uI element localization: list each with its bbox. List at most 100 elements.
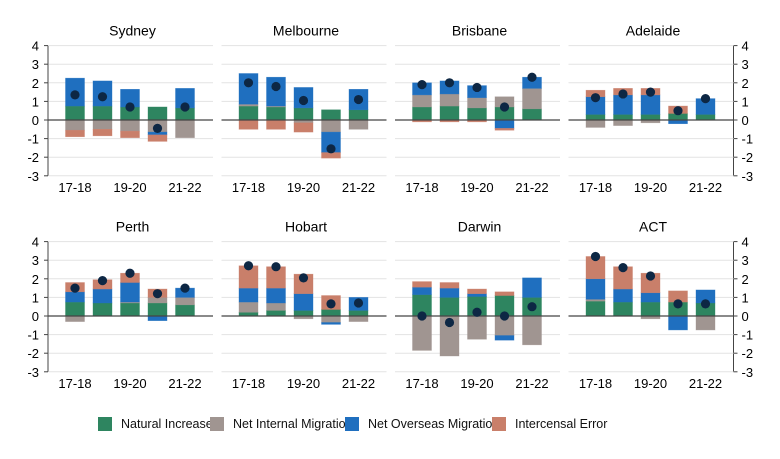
- y-tick-label: 4: [32, 235, 39, 250]
- bar-segment-overseas-18-19: [613, 288, 633, 303]
- bar-segment-overseas-18-19: [439, 287, 460, 298]
- bar-segment-error-18-19: [266, 119, 286, 130]
- bar-segment-internal-19-20: [467, 315, 487, 340]
- x-tick-label: 21-22: [689, 376, 722, 391]
- bar-segment-natural-17-18: [65, 301, 85, 317]
- bar-segment-natural-19-20: [120, 302, 140, 317]
- bar-segment-error-19-20: [120, 130, 140, 138]
- bar-segment-natural-21-22: [522, 108, 542, 121]
- y-tick-label: 1: [32, 290, 39, 305]
- x-tick-label: 21-22: [168, 376, 201, 391]
- total-dot-19-20: [645, 87, 656, 97]
- y-tick-label: 2: [742, 76, 749, 91]
- y-tick-label: 4: [742, 39, 749, 54]
- x-tick-label: 17-18: [58, 376, 91, 391]
- y-tick-label: -1: [27, 328, 39, 343]
- bar-segment-error-19-20: [293, 122, 314, 133]
- total-dot-17-18: [590, 251, 601, 262]
- total-dot-17-18: [243, 78, 254, 88]
- bar-segment-internal-21-22: [522, 88, 542, 110]
- bar-segment-natural-18-19: [439, 297, 460, 317]
- bar-segment-internal-17-18: [412, 94, 432, 108]
- total-dot-18-19: [97, 92, 108, 102]
- bar-segment-natural-17-18: [238, 105, 259, 121]
- total-dot-17-18: [590, 93, 601, 103]
- x-tick-label: 21-22: [168, 180, 201, 195]
- bar-segment-internal-18-19: [92, 119, 113, 130]
- x-tick-label: 17-18: [405, 180, 438, 195]
- total-dot-21-22: [527, 302, 537, 312]
- y-tick-label: 0: [32, 309, 39, 324]
- bar-segment-internal-21-22: [348, 315, 369, 322]
- total-dot-21-22: [353, 94, 364, 105]
- x-tick-label: 19-20: [634, 180, 667, 195]
- y-tick-label: 0: [32, 113, 39, 128]
- panel-title: Adelaide: [626, 23, 681, 39]
- y-tick-label: 1: [742, 94, 749, 109]
- bar-segment-natural-18-19: [92, 302, 113, 317]
- x-tick-label: 19-20: [113, 180, 146, 195]
- total-dot-19-20: [298, 95, 309, 106]
- bar-segment-overseas-19-20: [120, 282, 140, 303]
- legend-label: Intercensal Error: [515, 417, 608, 431]
- bar-segment-internal-21-22: [175, 119, 195, 138]
- total-dot-18-19: [97, 276, 108, 286]
- y-tick-label: 2: [32, 272, 39, 287]
- x-tick-label: 21-22: [515, 376, 548, 391]
- bar-segment-internal-20-21: [321, 119, 341, 133]
- bar-segment-natural-17-18: [412, 106, 432, 121]
- y-tick-label: 4: [742, 235, 749, 250]
- y-tick-label: 4: [32, 39, 39, 54]
- bar-segment-natural-18-19: [613, 301, 633, 317]
- bar-segment-overseas-19-20: [640, 292, 661, 303]
- legend-label: Natural Increase: [121, 417, 213, 431]
- bar-segment-internal-19-20: [120, 119, 140, 132]
- total-dot-17-18: [243, 261, 254, 271]
- x-tick-label: 19-20: [113, 376, 146, 391]
- bar-segment-internal-21-22: [522, 315, 542, 346]
- y-tick-label: 1: [742, 290, 749, 305]
- bar-segment-overseas-20-21: [494, 119, 515, 129]
- y-tick-label: 0: [742, 309, 749, 324]
- legend-label: Net Overseas Migration: [368, 417, 500, 431]
- bar-segment-natural-19-20: [467, 107, 487, 121]
- x-tick-label: 21-22: [689, 180, 722, 195]
- bar-segment-overseas-18-19: [92, 288, 113, 304]
- y-tick-label: 3: [742, 253, 749, 268]
- bar-segment-natural-20-21: [147, 106, 168, 121]
- y-tick-label: -1: [742, 328, 754, 343]
- y-tick-label: 2: [32, 76, 39, 91]
- bar-segment-overseas-20-21: [321, 322, 341, 325]
- y-tick-label: 2: [742, 272, 749, 287]
- bar-segment-overseas-20-21: [668, 315, 688, 331]
- total-dot-20-21: [326, 299, 336, 309]
- total-dot-19-20: [125, 268, 135, 278]
- bar-segment-overseas-17-18: [238, 287, 259, 303]
- bar-segment-overseas-20-21: [494, 335, 515, 341]
- total-dot-21-22: [180, 283, 190, 293]
- bar-segment-overseas-18-19: [266, 287, 286, 304]
- total-dot-21-22: [353, 298, 364, 308]
- bar-segment-internal-17-18: [412, 315, 432, 351]
- x-tick-label: 17-18: [405, 376, 438, 391]
- legend-swatch-overseas: [345, 417, 359, 431]
- bar-segment-internal-21-22: [348, 119, 369, 130]
- bar-segment-natural-17-18: [65, 105, 85, 121]
- bar-segment-natural-18-19: [266, 310, 286, 317]
- bar-segment-error-20-21: [494, 128, 515, 131]
- total-dot-17-18: [70, 90, 80, 100]
- bar-segment-internal-20-21: [321, 315, 341, 323]
- legend-label: Net Internal Migration: [233, 417, 353, 431]
- bar-segment-internal-17-18: [65, 315, 85, 322]
- total-dot-20-21: [152, 123, 163, 133]
- total-dot-18-19: [618, 263, 628, 273]
- legend-item-overseas: Net Overseas Migration: [345, 417, 499, 431]
- bar-segment-error-19-20: [467, 288, 487, 294]
- x-tick-label: 17-18: [579, 180, 612, 195]
- panel-title: Perth: [116, 219, 149, 235]
- bar-segment-overseas-17-18: [65, 291, 85, 303]
- total-dot-18-19: [271, 81, 281, 92]
- y-tick-label: -3: [742, 365, 754, 380]
